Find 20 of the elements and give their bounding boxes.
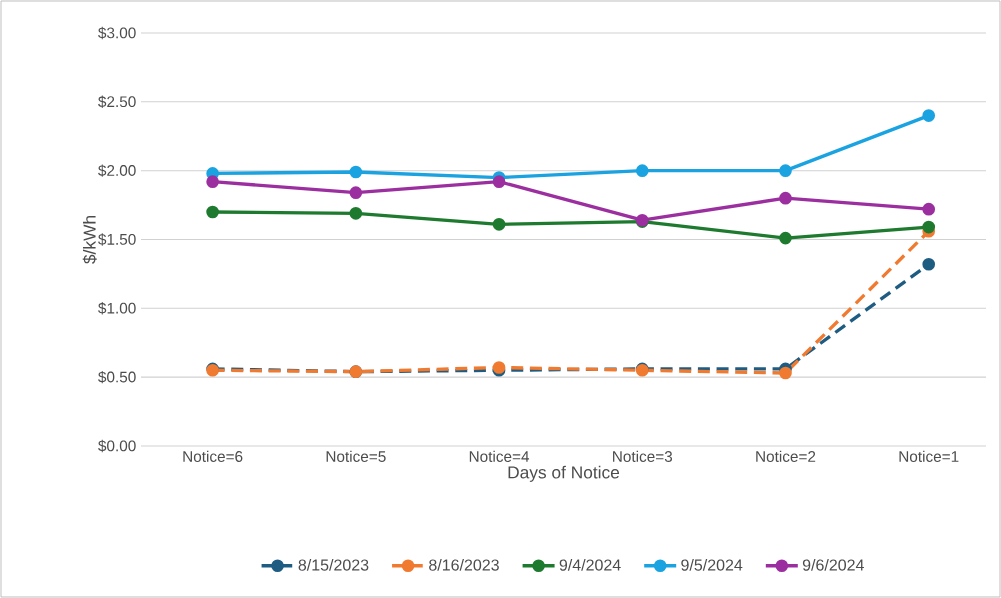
x-tick-label: Notice=6 — [183, 450, 243, 462]
legend-label: 9/4/2024 — [559, 558, 621, 571]
y-tick-label: $0.50 — [98, 370, 136, 384]
x-tick-label: Notice=2 — [756, 450, 816, 462]
legend-label: 8/16/2023 — [429, 558, 499, 571]
y-tick-label: $3.00 — [98, 26, 136, 40]
y-tick-label: $0.00 — [98, 439, 136, 453]
x-axis-title: Days of Notice — [508, 465, 620, 482]
x-tick-label: Notice=4 — [469, 450, 530, 462]
x-tick-label: Notice=5 — [326, 450, 386, 462]
legend-label: 8/15/2023 — [298, 558, 369, 571]
y-tick-label: $2.50 — [98, 95, 136, 109]
y-tick-label: $2.00 — [98, 164, 136, 177]
y-tick-label: $1.00 — [98, 302, 136, 315]
y-axis-title: $/kWh — [82, 216, 97, 264]
x-tick-label: Notice=3 — [613, 450, 673, 462]
y-tick-label: $1.50 — [98, 233, 136, 246]
legend-label: 9/5/2024 — [681, 558, 743, 571]
x-tick-label: Notice=1 — [899, 450, 959, 462]
legend-label: 9/6/2024 — [802, 558, 864, 571]
